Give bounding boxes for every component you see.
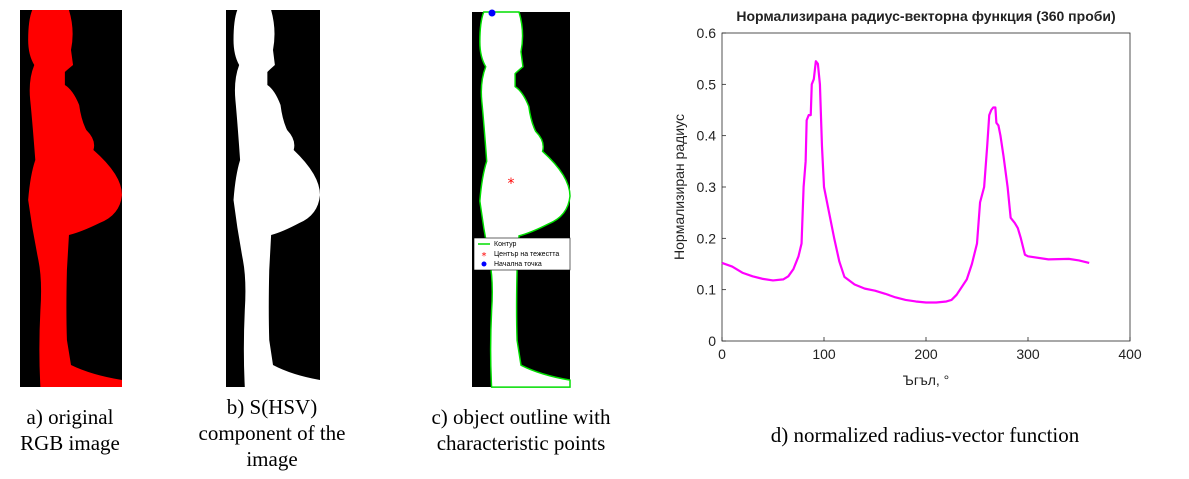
caption-line: image [246,447,297,471]
y-tick-label: 0.4 [697,128,717,144]
legend-swatch [481,261,487,267]
plot-frame [721,32,1131,342]
caption-line: component of the [199,421,346,445]
start-point [488,9,496,17]
data-line [721,60,1090,304]
y-tick-label: 0.3 [697,179,717,195]
y-tick-label: 0 [708,333,716,349]
x-tick-label: 0 [718,346,726,362]
y-tick-label: 0.6 [697,25,717,41]
panel-c: * * Контур Център на тежестта Начална то… [472,9,571,388]
y-tick-label: 0.1 [697,282,717,298]
caption-line: d) normalized radius-vector function [771,423,1080,447]
center-marker: * [508,176,515,192]
legend-swatch: * [482,251,487,262]
panel-a [20,10,122,387]
legend-label: Център на тежестта [494,251,559,258]
x-tick-label: 300 [1016,346,1040,362]
x-axis-label: Ъгъл, ° [903,372,949,388]
caption-line: c) object outline with [431,405,611,429]
x-tick-label: 100 [812,346,836,362]
y-axis-label: Нормализиран радиус [671,114,687,260]
chart-title: Нормализирана радиус-векторна функция (3… [736,8,1115,24]
caption-line: b) S(HSV) [227,395,317,419]
y-tick-label: 0.2 [697,230,717,246]
caption-line: a) original [27,405,114,429]
x-tick-label: 200 [914,346,938,362]
x-tick-label: 400 [1118,346,1142,362]
panel-b [226,10,320,387]
legend-label: Начална точка [494,261,542,268]
caption-line: characteristic points [437,431,606,455]
legend-label: Контур [494,241,517,248]
y-tick-label: 0.5 [697,76,717,92]
caption-line: RGB image [20,431,120,455]
